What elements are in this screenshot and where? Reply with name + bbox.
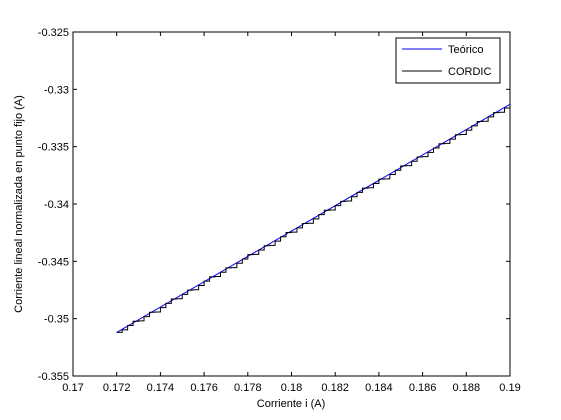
x-tick-label: 0.186 xyxy=(409,382,437,394)
x-tick-label: 0.182 xyxy=(321,382,349,394)
x-tick-label: 0.172 xyxy=(103,382,131,394)
x-axis-label: Corriente i (A) xyxy=(257,398,325,410)
x-tick-label: 0.178 xyxy=(234,382,262,394)
series-layer xyxy=(116,103,511,333)
y-tick-label: -0.34 xyxy=(44,199,69,211)
x-tick-label: 0.18 xyxy=(281,382,302,394)
plot-area xyxy=(73,32,510,376)
y-tick-label: -0.35 xyxy=(44,314,69,326)
legend: Teórico CORDIC xyxy=(395,37,501,84)
legend-box xyxy=(395,37,501,84)
ticks-layer: 0.17 0.172 0.174 0.176 0.178 0.18 0.182 0.184 0.… xyxy=(38,27,521,394)
y-tick-label: -0.33 xyxy=(44,84,69,96)
x-tick-label: 0.19 xyxy=(499,382,520,394)
x-tick-label: 0.188 xyxy=(453,382,481,394)
y-tick-label: -0.325 xyxy=(38,27,69,39)
x-tick-label: 0.17 xyxy=(62,382,83,394)
y-axis-label: Corriente lineal normalizada en punto fi… xyxy=(13,95,25,313)
y-tick-label: -0.335 xyxy=(38,142,69,154)
x-tick-label: 0.176 xyxy=(190,382,218,394)
y-tick-label: -0.355 xyxy=(38,371,69,383)
legend-label-teorico: Teórico xyxy=(448,44,483,56)
x-tick-label: 0.174 xyxy=(147,382,175,394)
x-tick-label: 0.184 xyxy=(365,382,393,394)
y-tick-label: -0.345 xyxy=(38,256,69,268)
legend-label-cordic: CORDIC xyxy=(448,66,491,78)
series-line-1 xyxy=(116,103,511,333)
